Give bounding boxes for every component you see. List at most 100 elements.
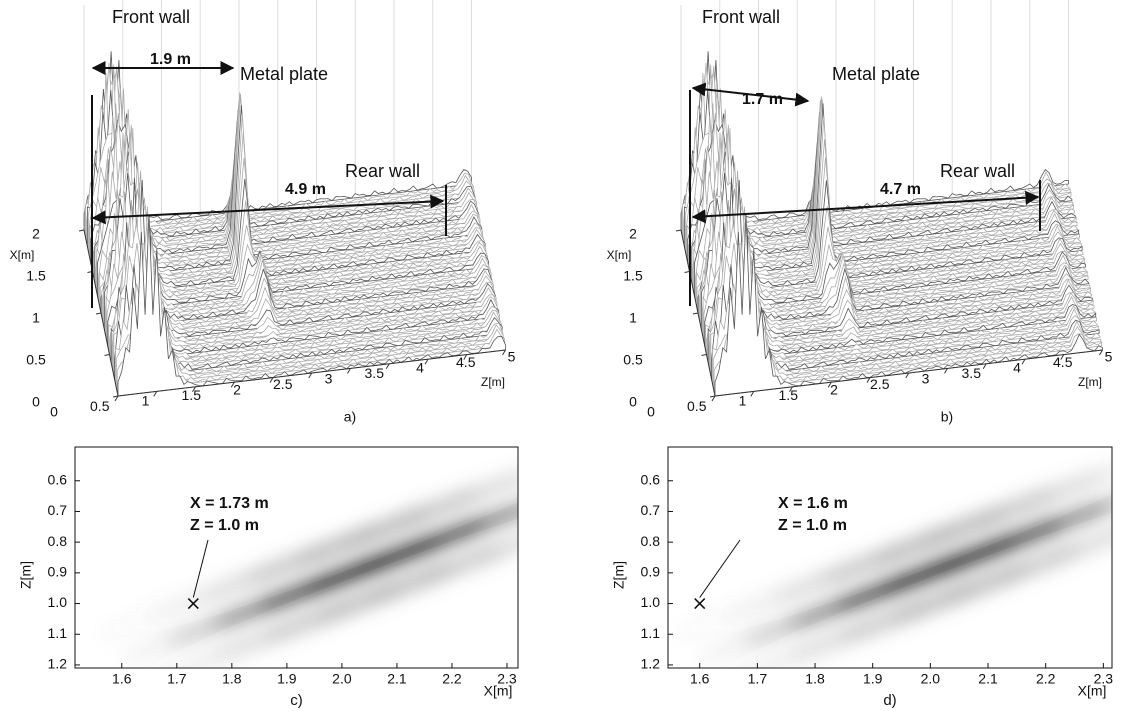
caption: a): [344, 409, 356, 425]
x-tick: [95, 312, 102, 315]
z-tick: [750, 391, 755, 397]
z-tick-label: 4: [416, 360, 424, 376]
annotation: 4.9 m: [285, 181, 326, 198]
x-tick-label: 2.0: [921, 671, 941, 687]
y-tick-label: 1.1: [641, 625, 661, 641]
distance-arrow: [691, 82, 810, 107]
x-tick-label: 2.3: [1094, 671, 1114, 687]
z-tick-label: 0: [50, 404, 58, 420]
bands: [696, 454, 1112, 668]
z-tick-label: 2: [233, 382, 241, 398]
z-tick: [944, 368, 948, 374]
surface-panel: 0 0.5 1 1.5 2 2.5 3 3.5 4 4.5 5 0 0.5 1 1.5 2 X[m] Z[m] a)…: [10, 0, 516, 425]
distance-arrow: [91, 194, 445, 225]
z-tick: [153, 391, 158, 397]
x-tick-label: 2.2: [1036, 671, 1056, 687]
x-tick-label: 1.7: [167, 671, 187, 687]
z-tick-label: 3.5: [365, 365, 385, 381]
z-tick-label: 0.5: [687, 398, 707, 414]
point-marker: [187, 597, 199, 610]
z-tick-label: 2: [830, 382, 838, 398]
bands: [120, 454, 518, 668]
y-axis-label: Z[m]: [18, 561, 34, 589]
z-tick: [1099, 349, 1103, 356]
x-tick: [78, 229, 85, 232]
x-tick-label: 2.0: [332, 671, 352, 687]
z-tick-label: 0.5: [90, 398, 110, 414]
z-tick-label: 3: [325, 371, 333, 387]
z-tick-label: 5: [508, 349, 516, 365]
surface-row: [709, 223, 1098, 372]
annotation: Front wall: [702, 7, 780, 27]
x-axis-label: X[m]: [10, 248, 35, 262]
z-tick-label: 2.5: [273, 376, 293, 392]
z-tick: [866, 377, 871, 383]
leader-line: [699, 539, 741, 598]
x-tick-label: 1.8: [805, 671, 825, 687]
plot-frame: [667, 446, 1113, 669]
point-marker: [694, 597, 706, 610]
z-tick-label: 1: [739, 393, 747, 409]
surface-row: [112, 223, 501, 372]
z-tick: [424, 358, 429, 365]
annotation: Metal plate: [832, 64, 920, 84]
x-tick: [709, 395, 716, 398]
z-tick: [982, 363, 987, 370]
z-tick: [308, 372, 313, 379]
x-tick-label: 2.1: [978, 671, 998, 687]
band-blob: [1045, 506, 1112, 563]
x-tick: [701, 354, 707, 356]
x-axis-label: X[m]: [484, 683, 513, 699]
x-tick: [112, 395, 119, 398]
z-tick: [463, 354, 468, 360]
z-tick-label: 0: [647, 404, 655, 420]
z-tick: [230, 381, 235, 388]
x-tick: [675, 229, 682, 232]
x-tick-label: 1.9: [863, 671, 883, 687]
surface-row: [695, 164, 1085, 306]
x-tick-label: 0.5: [26, 352, 46, 368]
x-tick-label: 2.1: [387, 671, 407, 687]
annotation: 4.7 m: [880, 181, 921, 198]
z-tick: [1021, 358, 1026, 365]
z-tick: [789, 386, 793, 393]
band-blob: [468, 506, 518, 563]
x-tick-label: 1.6: [690, 671, 710, 687]
x-tick-label: 2: [629, 226, 637, 242]
z-tick-label: 4.5: [456, 354, 476, 370]
y-tick-label: 0.8: [641, 533, 661, 549]
y-tick-label: 1.2: [641, 656, 661, 672]
z-tick-label: 4: [1013, 360, 1021, 376]
surface-panel: 0 0.5 1 1.5 2 2.5 3 3.5 4 4.5 5 0 0.5 1 1.5 2 X[m] Z[m] b)…: [607, 0, 1113, 425]
caption: c): [290, 692, 303, 709]
x-tick-label: 0: [629, 394, 637, 410]
x-tick-label: 1.6: [112, 671, 132, 687]
z-tick-label: 3.5: [962, 365, 982, 381]
x-axis-label: X[m]: [1078, 683, 1107, 699]
x-tick-label: 0.5: [623, 352, 643, 368]
annotation: Rear wall: [940, 161, 1015, 181]
x-tick: [684, 271, 690, 273]
z-tick: [905, 372, 910, 379]
x-tick-label: 1.9: [277, 671, 297, 687]
z-tick-label: 1.5: [182, 387, 202, 403]
y-tick-label: 0.9: [641, 564, 661, 580]
x-tick-label: 1.8: [222, 671, 242, 687]
annotation: Metal plate: [240, 64, 328, 84]
z-tick: [385, 363, 390, 370]
y-tick-label: 0.6: [48, 471, 68, 487]
z-tick: [502, 349, 506, 356]
y-tick-label: 0.7: [48, 502, 68, 518]
y-tick-label: 1.2: [48, 656, 68, 672]
z-tick: [114, 395, 119, 402]
x-tick: [104, 354, 110, 356]
plot-frame: [74, 446, 519, 669]
band-blur: [120, 454, 518, 668]
distance-arrow: [691, 190, 1040, 224]
z-tick-label: 3: [922, 371, 930, 387]
x-tick-label: 1.5: [623, 268, 643, 284]
x-tick-label: 1.7: [748, 671, 768, 687]
z-tick-label: 5: [1105, 349, 1113, 365]
band-blur: [696, 454, 1112, 668]
